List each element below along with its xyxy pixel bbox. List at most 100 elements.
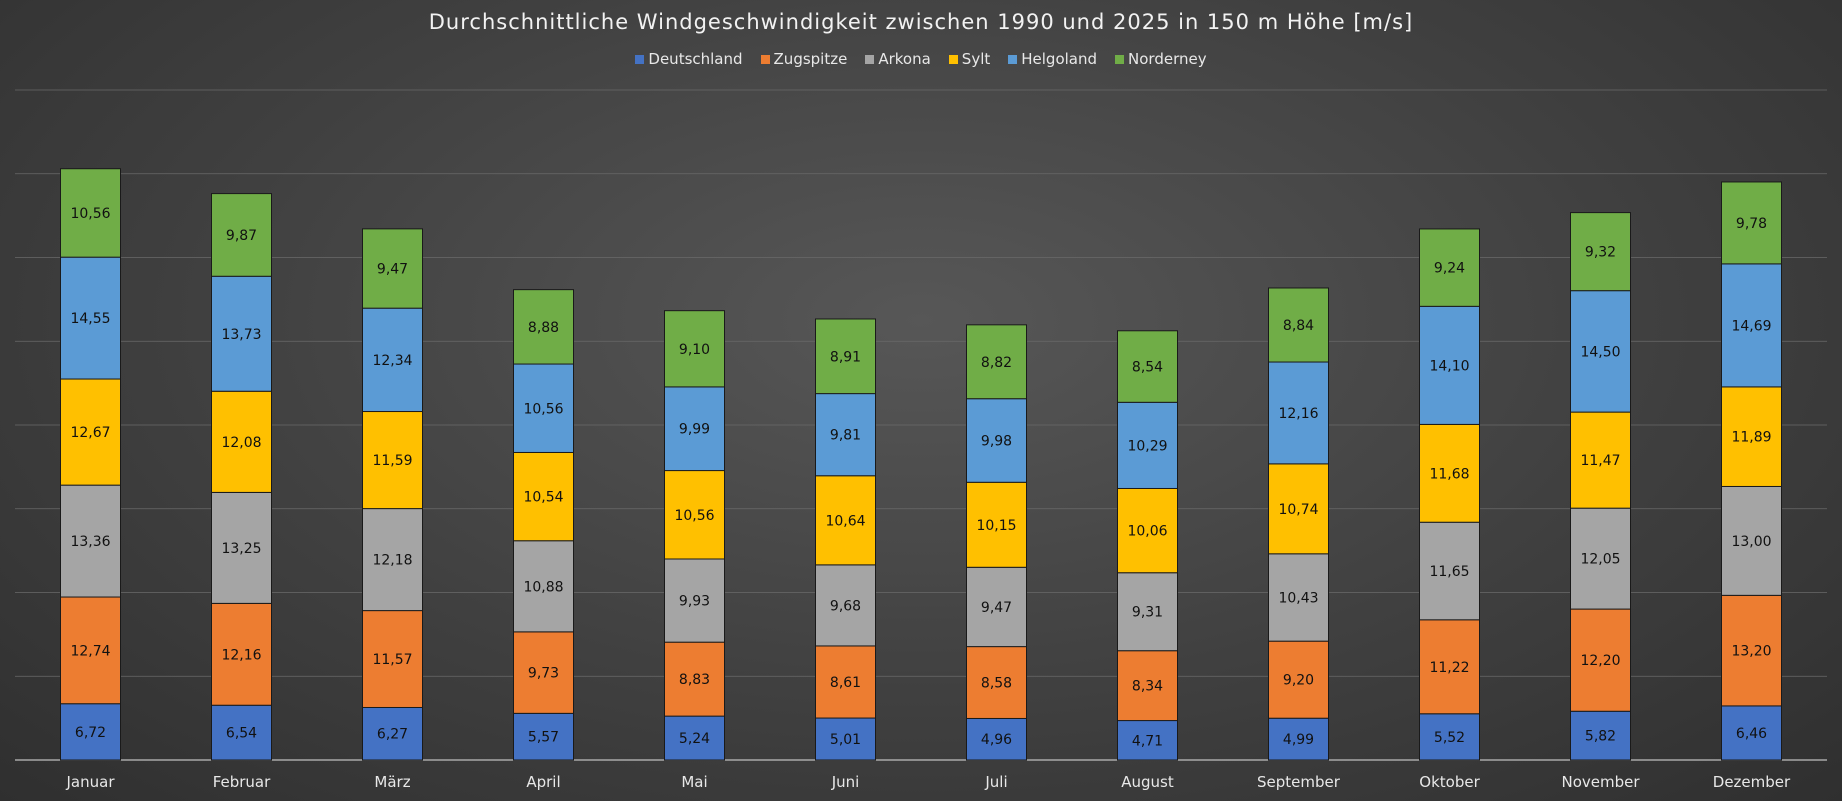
bar-segment-norderney: [815, 318, 876, 395]
legend-swatch: [1008, 54, 1018, 64]
bar-segment-deutschland: [1570, 710, 1631, 761]
bar-segment-deutschland: [1117, 720, 1178, 761]
bar-segment-deutschland: [815, 717, 876, 761]
data-label: 12,34: [372, 353, 412, 369]
data-label: 8,84: [1283, 318, 1314, 334]
bar-segment-deutschland: [211, 704, 272, 761]
bar-segment-norderney: [1570, 212, 1631, 292]
data-label: 4,96: [981, 732, 1012, 748]
data-label: 4,99: [1283, 732, 1314, 748]
data-label: 9,93: [679, 594, 710, 610]
bar-segment-helgoland: [815, 393, 876, 477]
data-label: 13,20: [1731, 644, 1771, 660]
data-label: 11,57: [372, 652, 412, 668]
bar-segment-sylt: [664, 470, 725, 560]
x-tick-label: Juni: [831, 773, 860, 791]
x-tick-label: September: [1257, 773, 1341, 791]
data-label: 11,59: [372, 453, 412, 469]
data-label: 6,27: [377, 727, 408, 743]
bar-segment-helgoland: [1419, 305, 1480, 425]
data-label: 10,56: [523, 401, 563, 417]
bar-segment-arkona: [362, 508, 423, 612]
data-label: 9,20: [1283, 673, 1314, 689]
data-label: 13,36: [70, 534, 110, 550]
data-label: 10,74: [1278, 502, 1318, 518]
data-label: 5,52: [1434, 730, 1465, 746]
legend-label: Norderney: [1128, 50, 1207, 68]
bar-segment-arkona: [966, 566, 1027, 648]
data-label: 9,47: [981, 600, 1012, 616]
data-label: 9,10: [679, 342, 710, 358]
data-label: 4,71: [1132, 733, 1163, 749]
data-label: 11,65: [1429, 564, 1469, 580]
data-label: 9,78: [1736, 216, 1767, 232]
x-tick-label: Juli: [984, 773, 1007, 791]
data-label: 9,68: [830, 598, 861, 614]
x-tick-label: Mai: [681, 773, 707, 791]
data-label: 5,24: [679, 731, 710, 747]
bar-segment-arkona: [211, 491, 272, 604]
data-label: 12,16: [221, 647, 261, 663]
bar-segment-deutschland: [966, 717, 1027, 761]
bar-segment-deutschland: [513, 712, 574, 761]
data-label: 5,82: [1585, 729, 1616, 745]
data-label: 10,29: [1127, 438, 1167, 454]
bar-segment-zugspitze: [664, 641, 725, 717]
data-label: 10,54: [523, 490, 563, 506]
data-label: 13,00: [1731, 534, 1771, 550]
bar-segment-zugspitze: [815, 645, 876, 719]
legend-item-arkona: Arkona: [865, 50, 931, 68]
data-label: 8,61: [830, 675, 861, 691]
bar-segment-arkona: [664, 558, 725, 643]
bar-segment-zugspitze: [1419, 619, 1480, 715]
legend: Deutschland Zugspitze Arkona Sylt Helgoland N…: [0, 50, 1842, 68]
bar-segment-deutschland: [60, 703, 121, 761]
bar-segment-helgoland: [966, 398, 1027, 483]
data-label: 8,54: [1132, 360, 1163, 376]
data-label: 6,54: [226, 726, 257, 742]
legend-swatch: [865, 54, 875, 64]
data-label: 11,47: [1580, 453, 1620, 469]
data-label: 8,34: [1132, 679, 1163, 695]
data-label: 13,73: [221, 327, 261, 343]
legend-item-helgoland: Helgoland: [1008, 50, 1097, 68]
legend-label: Sylt: [961, 50, 991, 68]
bar-segment-norderney: [1419, 228, 1480, 307]
bar-segment-arkona: [1117, 572, 1178, 652]
x-tick-label: Oktober: [1419, 773, 1480, 791]
data-label: 6,46: [1736, 726, 1767, 742]
legend-item-sylt: Sylt: [948, 50, 991, 68]
data-label: 12,05: [1580, 552, 1620, 568]
bar-segment-deutschland: [664, 715, 725, 761]
legend-swatch: [635, 54, 645, 64]
x-tick-label: März: [374, 773, 410, 791]
bar-segment-sylt: [1268, 463, 1329, 555]
data-label: 5,57: [528, 730, 559, 746]
x-tick-label: Dezember: [1713, 773, 1791, 791]
legend-label: Deutschland: [648, 50, 743, 68]
legend-item-deutschland: Deutschland: [635, 50, 743, 68]
bar-segment-helgoland: [1721, 263, 1782, 388]
data-label: 12,67: [70, 425, 110, 441]
data-label: 12,16: [1278, 406, 1318, 422]
data-label: 10,43: [1278, 590, 1318, 606]
bar-segment-zugspitze: [966, 646, 1027, 719]
data-label: 14,50: [1580, 344, 1620, 360]
bar-segment-arkona: [1570, 507, 1631, 610]
data-label: 10,06: [1127, 524, 1167, 540]
data-label: 12,18: [372, 553, 412, 569]
bar-segment-deutschland: [1721, 705, 1782, 761]
bar-segment-zugspitze: [1570, 608, 1631, 712]
bar-segment-norderney: [362, 228, 423, 309]
bar-segment-arkona: [1419, 521, 1480, 621]
data-label: 8,58: [981, 676, 1012, 692]
data-label: 9,99: [679, 422, 710, 438]
data-label: 12,20: [1580, 653, 1620, 669]
bar-segment-norderney: [1117, 330, 1178, 403]
bar-segment-arkona: [513, 540, 574, 633]
data-label: 6,72: [75, 725, 106, 741]
data-label: 10,64: [825, 513, 865, 529]
data-label: 8,82: [981, 355, 1012, 371]
bar-segment-norderney: [211, 193, 272, 277]
